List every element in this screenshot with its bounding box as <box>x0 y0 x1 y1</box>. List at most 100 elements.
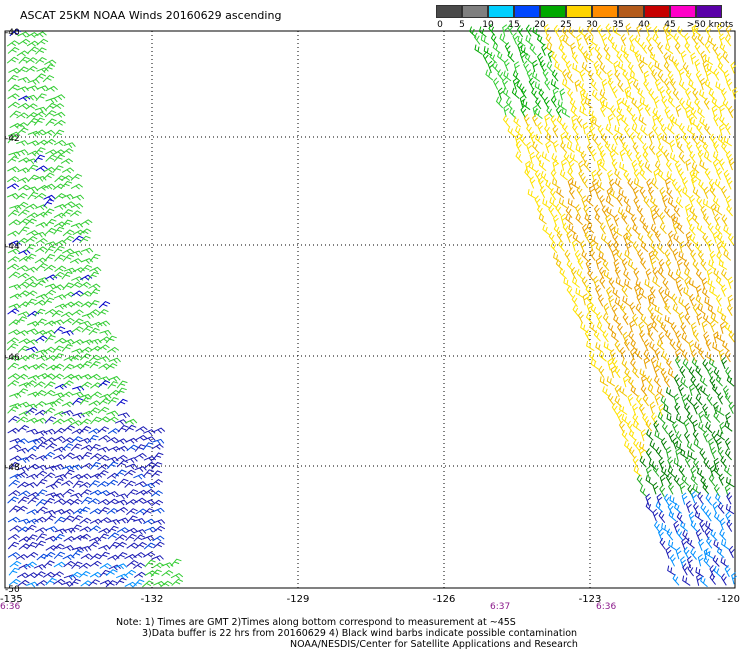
wind-barb <box>7 355 20 362</box>
wind-barb <box>566 230 573 244</box>
wind-barb <box>688 278 698 289</box>
wind-barb <box>720 240 728 252</box>
wind-barb <box>71 318 84 326</box>
wind-barb <box>36 489 48 497</box>
wind-barb <box>690 375 697 388</box>
wind-barb <box>7 74 19 83</box>
wind-barb <box>80 462 94 469</box>
wind-barb <box>469 26 477 38</box>
wind-barb <box>611 86 618 99</box>
wind-barb <box>647 230 654 243</box>
wind-barb <box>657 143 665 155</box>
wind-barb <box>126 559 139 567</box>
wind-barb <box>16 112 29 119</box>
wind-barb <box>550 79 560 90</box>
wind-barb <box>6 343 19 351</box>
wind-barb <box>69 210 82 217</box>
wind-barb <box>681 349 689 362</box>
wind-barb <box>71 391 84 398</box>
wind-barb <box>34 400 47 408</box>
wind-barb <box>627 77 634 90</box>
wind-barb <box>70 183 84 190</box>
wind-barb <box>151 461 163 470</box>
wind-barb <box>710 529 718 541</box>
wind-barb <box>658 528 664 542</box>
wind-barb <box>660 321 668 334</box>
wind-barb <box>651 212 658 225</box>
wind-barb <box>638 61 645 74</box>
wind-barb <box>17 424 30 432</box>
wind-barb <box>143 488 156 495</box>
wind-barb <box>124 569 137 577</box>
wind-barb <box>524 167 532 180</box>
wind-barb <box>726 303 733 316</box>
wind-barb <box>672 215 682 227</box>
wind-barb <box>25 407 38 414</box>
wind-barb <box>653 375 662 388</box>
wind-barb <box>88 283 101 290</box>
wind-barb <box>699 77 706 91</box>
wind-barb <box>545 140 552 154</box>
wind-barb <box>719 104 725 117</box>
wind-barb <box>566 71 574 84</box>
wind-barb <box>171 578 184 586</box>
wind-barb <box>599 89 608 101</box>
wind-barb <box>708 474 716 487</box>
wind-barb <box>616 194 623 207</box>
wind-barb <box>44 401 58 408</box>
wind-barb <box>555 105 562 119</box>
wind-barb <box>566 141 575 153</box>
wind-barb <box>33 231 47 238</box>
wind-barb <box>7 533 20 540</box>
wind-barb <box>681 537 688 550</box>
wind-barb <box>126 489 138 497</box>
wind-barb <box>478 26 487 38</box>
wind-barb <box>8 479 21 487</box>
wind-barb <box>78 281 91 288</box>
wind-barb <box>691 162 700 174</box>
wind-barb <box>527 189 537 200</box>
wind-barb <box>43 560 55 568</box>
wind-barb <box>15 553 29 560</box>
wind-barb <box>552 140 559 153</box>
wind-barb <box>70 443 82 452</box>
wind-barb <box>8 319 21 326</box>
wind-barb <box>16 388 29 396</box>
wind-barb <box>44 227 57 236</box>
wind-barb <box>489 52 497 64</box>
wind-barb <box>115 499 128 506</box>
wind-barb <box>657 242 665 255</box>
wind-barb <box>150 569 162 577</box>
wind-barb <box>621 97 630 109</box>
wind-barb <box>98 517 112 523</box>
wind-barb <box>639 455 647 468</box>
wind-barb <box>25 290 38 297</box>
wind-barb <box>620 45 629 56</box>
wind-barb <box>97 344 110 351</box>
wind-barb <box>666 171 675 182</box>
wind-barb <box>35 165 48 172</box>
wind-barb <box>682 187 691 199</box>
wind-barb <box>43 64 55 72</box>
wind-barb <box>674 502 682 514</box>
wind-barb <box>718 123 725 136</box>
wind-barb <box>43 194 56 201</box>
wind-barb <box>720 87 727 101</box>
wind-barb <box>622 295 631 307</box>
wind-barb <box>596 52 603 65</box>
wind-barb <box>61 248 75 255</box>
wind-barb <box>707 367 714 380</box>
wind-barb <box>657 41 664 55</box>
wind-barb <box>115 534 128 541</box>
wind-barb <box>534 195 541 208</box>
wind-barb <box>638 288 647 299</box>
wind-barb <box>719 529 727 541</box>
wind-barb <box>17 177 30 184</box>
wind-barb <box>611 331 620 342</box>
wind-barb <box>728 330 735 343</box>
wind-barb <box>647 304 654 317</box>
wind-barb <box>27 374 40 381</box>
wind-barb <box>642 394 649 407</box>
wind-barb <box>640 124 648 136</box>
scale-label: 15 <box>508 20 520 30</box>
